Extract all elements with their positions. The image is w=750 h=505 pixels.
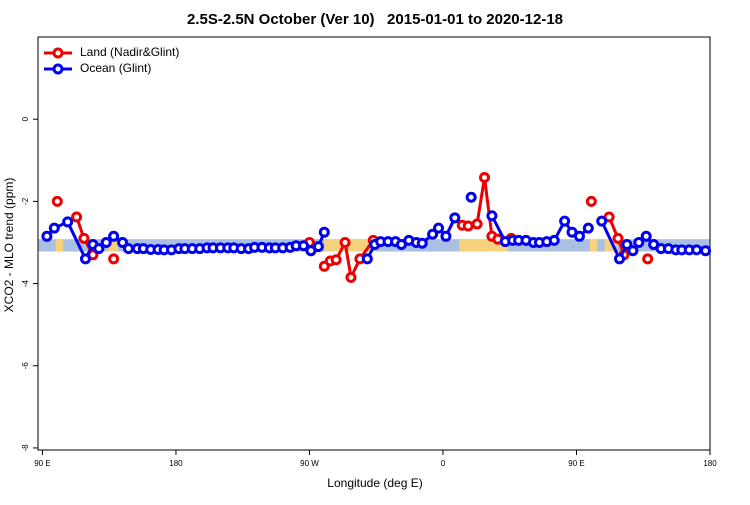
plot-frame (37, 36, 711, 451)
point (440, 230, 452, 242)
point (642, 253, 654, 265)
point (108, 230, 120, 242)
x-tick-label: 90 W (300, 459, 319, 468)
x-tick-label: 180 (703, 459, 717, 468)
y-tick-label: -2 (21, 197, 30, 205)
point (62, 216, 74, 228)
point (93, 243, 105, 255)
land-band (107, 239, 119, 252)
legend-label: Land (Nadir&Glint) (80, 45, 179, 59)
y-tick-label: -4 (21, 279, 30, 287)
point (122, 243, 134, 255)
point (78, 232, 90, 244)
y-tick-label: 0 (21, 116, 30, 121)
point (48, 222, 60, 234)
point (117, 236, 129, 248)
point (433, 222, 445, 234)
point (312, 241, 324, 253)
point (361, 253, 373, 265)
point (612, 232, 624, 244)
point (486, 210, 498, 222)
point (633, 236, 645, 248)
point (621, 239, 633, 251)
point (627, 245, 639, 257)
point (596, 215, 608, 227)
point (345, 271, 357, 283)
point (330, 254, 342, 266)
y-tick-label: -6 (21, 362, 30, 370)
point (691, 244, 703, 256)
point (318, 226, 330, 238)
point (465, 191, 477, 203)
point (582, 222, 594, 234)
land-band (604, 239, 617, 252)
point (614, 253, 626, 265)
point (71, 211, 83, 223)
point (449, 212, 461, 224)
point (573, 230, 585, 242)
point (427, 228, 439, 240)
point (471, 218, 483, 230)
land-band (55, 239, 64, 252)
legend-marker (52, 47, 64, 59)
point (700, 245, 712, 257)
x-tick-label: 0 (441, 459, 446, 468)
point (479, 172, 491, 184)
point (462, 220, 474, 232)
point (585, 195, 597, 207)
y-axis-label: XCO2 - MLO trend (ppm) (2, 178, 16, 313)
legend-marker (52, 63, 64, 75)
x-tick-label: 180 (169, 459, 183, 468)
point (559, 215, 571, 227)
point (640, 230, 652, 242)
point (548, 234, 560, 246)
y-tick-label: -8 (21, 444, 30, 452)
x-axis-label: Longitude (deg E) (327, 476, 422, 490)
point (298, 240, 310, 252)
x-tick-label: 90 E (34, 459, 50, 468)
point (51, 195, 63, 207)
point (108, 253, 120, 265)
point (339, 236, 351, 248)
point (416, 237, 428, 249)
point (100, 236, 112, 248)
point (41, 230, 53, 242)
legend-label: Ocean (Glint) (80, 61, 151, 75)
land-band (589, 239, 598, 252)
x-tick-label: 90 E (568, 459, 584, 468)
point (79, 253, 91, 265)
chart-title: 2.5S-2.5N October (Ver 10) 2015-01-01 to… (187, 11, 563, 28)
